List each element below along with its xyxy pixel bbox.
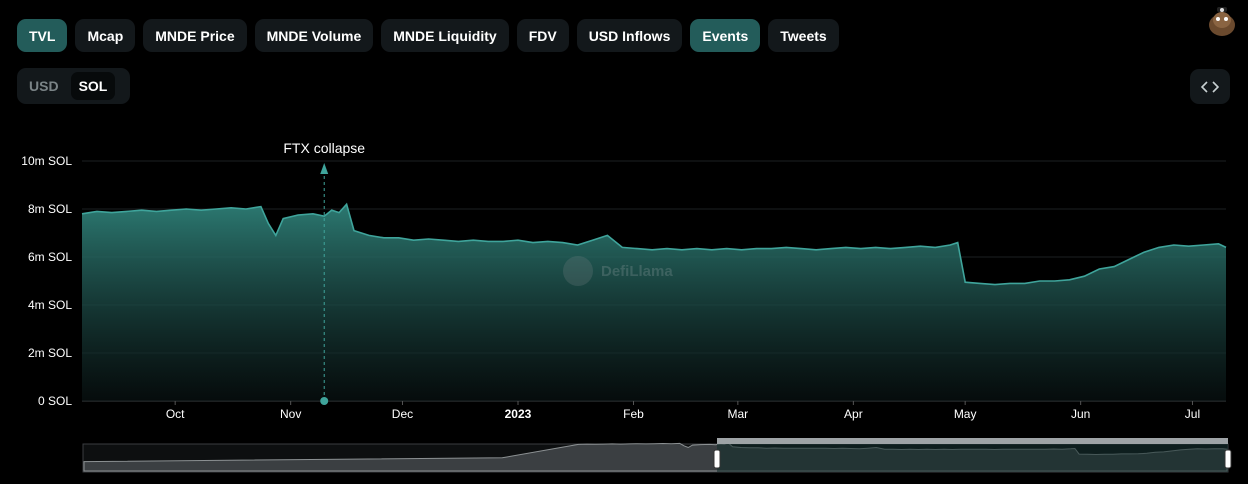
x-tick-label: 2023 (505, 407, 532, 421)
tab-tvl[interactable]: TVL (17, 19, 68, 52)
embed-button[interactable] (1190, 69, 1230, 104)
y-tick-label: 8m SOL (28, 202, 72, 216)
tab-tweets[interactable]: Tweets (768, 19, 839, 52)
brush-handle-left[interactable] (713, 449, 721, 469)
brush-handle-right[interactable] (1224, 449, 1232, 469)
currency-toggle: USD SOL (17, 68, 130, 104)
brush-top-bar[interactable] (717, 438, 1228, 444)
x-tick-label: May (954, 407, 977, 421)
tab-mcap[interactable]: Mcap (75, 19, 136, 52)
tab-mnde-volume[interactable]: MNDE Volume (254, 19, 374, 52)
x-tick-label: Jul (1185, 407, 1200, 421)
tab-fdv[interactable]: FDV (516, 19, 569, 52)
y-tick-label: 10m SOL (21, 154, 72, 168)
currency-option-usd[interactable]: USD (29, 78, 59, 94)
x-tick-label: Apr (844, 407, 863, 421)
y-tick-label: 4m SOL (28, 298, 72, 312)
defillama-watermark: DefiLlama (563, 256, 673, 286)
y-tick-label: 0 SOL (38, 394, 72, 408)
chart-tabs: TVL Mcap MNDE Price MNDE Volume MNDE Liquidi… (17, 19, 839, 52)
x-tick-label: Oct (166, 407, 185, 421)
svg-text:DefiLlama: DefiLlama (601, 263, 673, 280)
x-tick-label: Nov (280, 407, 301, 421)
brush-selection (717, 444, 1228, 472)
code-icon (1201, 80, 1219, 93)
avatar[interactable] (1205, 4, 1239, 38)
tab-mnde-liquidity[interactable]: MNDE Liquidity (381, 19, 509, 52)
x-tick-label: Mar (728, 407, 749, 421)
y-tick-label: 6m SOL (28, 250, 72, 264)
event-marker-dot[interactable] (320, 397, 329, 405)
range-brush[interactable] (82, 438, 1232, 473)
x-tick-label: Dec (392, 407, 413, 421)
tab-events[interactable]: Events (690, 19, 761, 52)
tvl-line (81, 202, 1227, 286)
y-tick-label: 2m SOL (28, 346, 72, 360)
x-tick-label: Feb (623, 407, 644, 421)
event-arrow-icon (320, 163, 329, 174)
tab-mnde-price[interactable]: MNDE Price (143, 19, 247, 52)
x-tick-label: Jun (1071, 407, 1090, 421)
event-label: FTX collapse (283, 140, 365, 156)
tvl-area (82, 204, 1226, 401)
currency-option-sol[interactable]: SOL (70, 72, 116, 100)
tab-usd-inflows[interactable]: USD Inflows (576, 19, 683, 52)
